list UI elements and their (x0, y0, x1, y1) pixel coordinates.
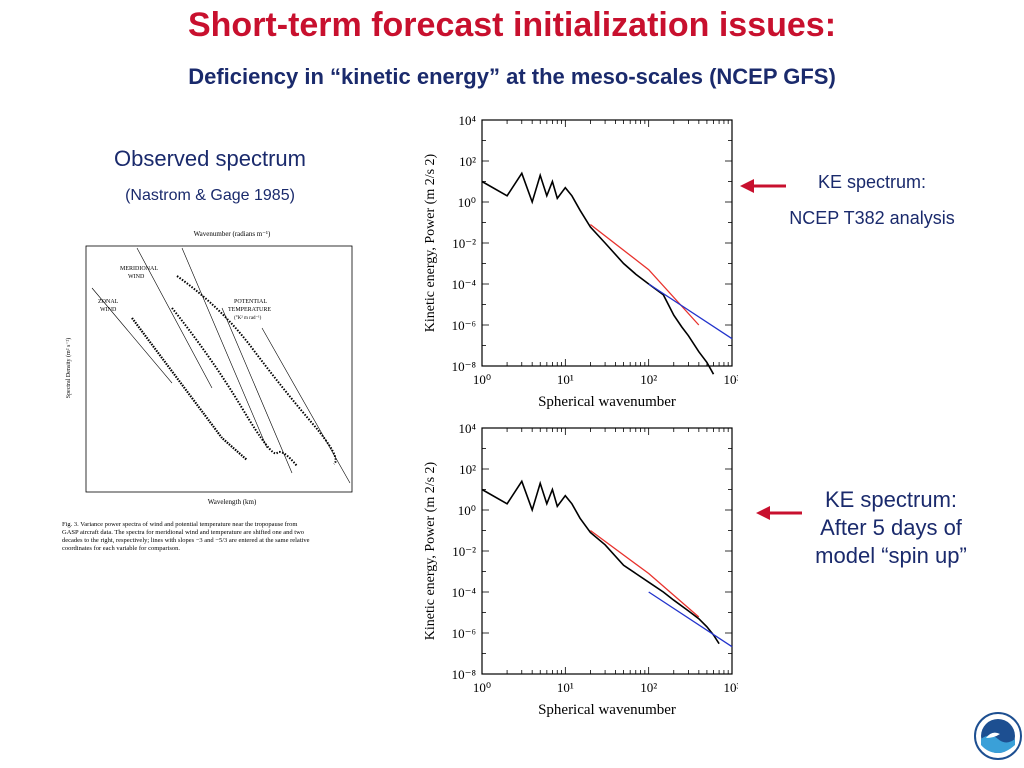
y-tick-label: 10⁻⁶ (452, 626, 476, 641)
figure-y-axis-label: Spectral Density (m² s⁻²) (65, 338, 72, 399)
y-tick-label: 10⁻⁸ (452, 667, 477, 682)
series-line-1 (590, 529, 700, 618)
y-tick-label: 10⁻² (452, 544, 476, 559)
figure-label-wind: WIND (100, 307, 117, 313)
chart-frame (481, 427, 733, 675)
left-arrow-icon (756, 506, 802, 520)
figure-slope-line (181, 247, 268, 449)
callout-spinup-line: KE spectrum: (824, 487, 958, 512)
slide-title: Short-term forecast initialization issue… (187, 6, 837, 44)
y-tick-label: 10² (459, 154, 476, 169)
figure-label-wind: WIND (128, 274, 145, 280)
y-tick-label: 10⁻⁴ (452, 277, 477, 292)
figure-label-temperature: TEMPERATURE (228, 307, 271, 313)
callout-spinup: KE spectrum: After 5 days of model “spin… (796, 486, 986, 570)
figure-slope-line (261, 327, 351, 484)
series-line-0 (481, 171, 715, 375)
ke-spectrum-analysis-chart: 10⁰ 10¹ 10² 10³ 10⁴ 10² 10⁰ 10⁻² 10⁻⁴ 10⁻⁶ 10⁻⁸ Sph… (423, 113, 738, 410)
callout-analysis-line: KE spectrum: (817, 172, 927, 192)
x-tick-label: 10¹ (557, 372, 574, 387)
x-tick-label: 10³ (724, 680, 738, 695)
figure-caption-line: decades to the right, respectively; line… (62, 537, 310, 544)
series-line-2 (648, 591, 733, 648)
slide-subtitle: Deficiency in “kinetic energy” at the me… (188, 64, 836, 89)
y-tick-label: 10⁻⁶ (452, 318, 476, 333)
x-tick-label: 10⁰ (473, 680, 491, 695)
y-tick-label: 10² (459, 462, 476, 477)
callout-spinup-line: model “spin up” (815, 543, 967, 568)
figure-slope-line (136, 247, 213, 389)
y-tick-label: 10⁴ (458, 113, 476, 128)
ke-spectrum-spinup-chart: 10⁰ 10¹ 10² 10³ 10⁴ 10² 10⁰ 10⁻² 10⁻⁴ 10⁻⁶ 10⁻⁸ Sph… (423, 421, 738, 718)
y-tick-label: 10⁻⁸ (452, 359, 477, 374)
figure-zonal-spectrum (131, 317, 248, 461)
y-tick-label: 10⁰ (458, 503, 476, 518)
x-tick-label: 10⁰ (473, 372, 491, 387)
chart-frame (481, 119, 733, 367)
observed-spectrum-title: Observed spectrum (114, 146, 306, 171)
figure-top-axis-label: Wavenumber (radians m⁻¹) (194, 230, 271, 238)
y-tick-label: 10⁴ (458, 421, 476, 436)
callout-analysis: KE spectrum: NCEP T382 analysis (752, 164, 992, 236)
figure-label-meridional: MERIDIONAL (120, 266, 158, 272)
figure-slope-line (91, 287, 173, 384)
figure-slope-line (221, 307, 293, 474)
y-tick-label: 10⁻² (452, 236, 476, 251)
series-line-0 (481, 479, 720, 645)
x-tick-label: 10² (640, 680, 657, 695)
figure-label-potential: POTENTIAL (234, 299, 267, 305)
x-axis-label: Spherical wavenumber (538, 702, 676, 718)
x-axis-label: Spherical wavenumber (538, 394, 676, 410)
figure-meridional-spectrum (171, 307, 298, 467)
figure-frame (85, 245, 353, 493)
x-tick-label: 10¹ (557, 680, 574, 695)
y-axis-label: Kinetic energy, Power (m 2/s 2) (423, 153, 438, 332)
noaa-logo-icon (974, 712, 1022, 760)
figure-caption-line: GASP aircraft data. The spectra for meri… (62, 529, 304, 536)
observed-spectrum-figure: Wavenumber (radians m⁻¹) Spectral Densit… (62, 230, 353, 552)
y-axis-label: Kinetic energy, Power (m 2/s 2) (423, 461, 438, 640)
y-tick-label: 10⁰ (458, 195, 476, 210)
observed-spectrum-citation: (Nastrom & Gage 1985) (125, 187, 295, 204)
figure-label-zonal: ZONAL (98, 299, 119, 305)
figure-temperature-spectrum (176, 275, 337, 465)
figure-caption-line: Fig. 3. Variance power spectra of wind a… (62, 521, 297, 528)
x-tick-label: 10² (640, 372, 657, 387)
y-tick-label: 10⁻⁴ (452, 585, 477, 600)
callout-spinup-line: After 5 days of (820, 515, 962, 540)
x-tick-label: 10³ (724, 372, 738, 387)
callout-analysis-line: NCEP T382 analysis (789, 208, 955, 228)
left-arrow-icon (740, 179, 786, 193)
figure-caption-line: coordinates for each variable for compar… (62, 545, 180, 552)
figure-label-temp-units: (°K² m rad⁻¹) (234, 315, 262, 321)
series-line-2 (648, 283, 733, 340)
figure-bottom-axis-label: Wavelength (km) (208, 498, 257, 506)
